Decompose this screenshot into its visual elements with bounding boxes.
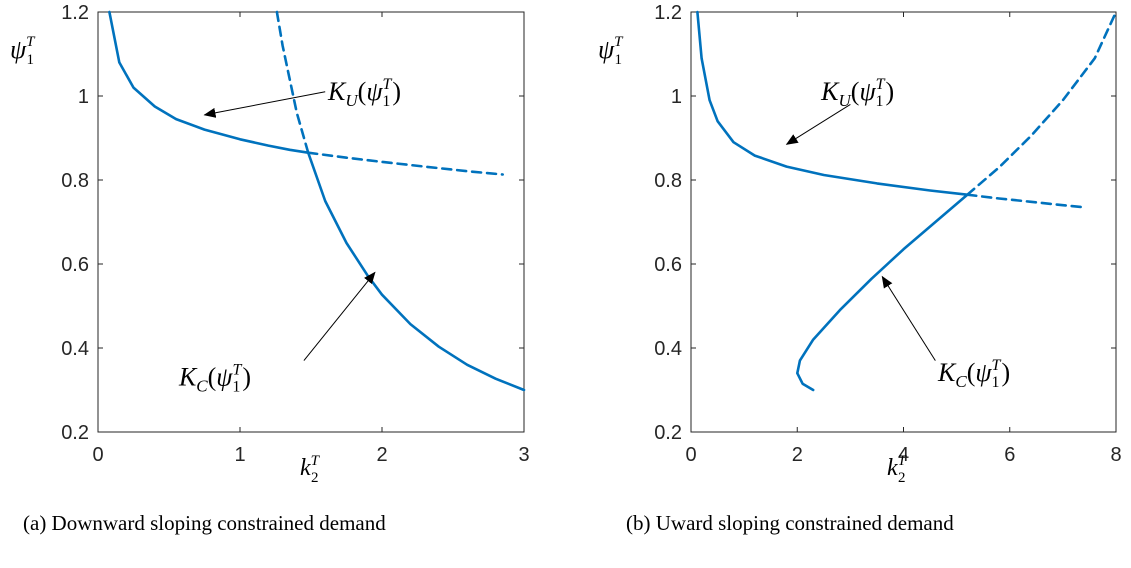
panel-caption: (a) Downward sloping constrained demand <box>23 511 386 535</box>
annotation-arrow <box>881 275 936 361</box>
y-axis-label: ψT 1 <box>10 34 36 68</box>
annotation-label: KC(ψT 1) <box>178 361 251 395</box>
y-tick-label: 1 <box>78 86 89 108</box>
annotation-label: KU(ψT 1) <box>327 76 401 110</box>
annotation-arrow <box>785 103 851 145</box>
x-tick-label: 8 <box>1110 444 1121 466</box>
k-u-solid-line <box>108 10 310 154</box>
x-tick-label: 0 <box>92 444 103 466</box>
panel-a: 0 1 2 3 0.2 0.4 0.6 0.8 1 1.2 KU(ψT 1) KC(ψT 1) kT 2 ψT 1… <box>10 2 530 535</box>
x-tick-label: 6 <box>1004 444 1015 466</box>
y-tick-label: 0.2 <box>61 422 89 444</box>
x-tick-label: 2 <box>376 444 387 466</box>
x-axis-label: kT 2 <box>300 453 321 486</box>
panel-caption: (b) Uward sloping constrained demand <box>626 511 954 535</box>
k-c-solid-line <box>795 193 969 392</box>
annotation-label: KC(ψT 1) <box>937 357 1010 391</box>
y-axis-label: ψT 1 <box>598 34 624 68</box>
x-tick-label: 1 <box>234 444 245 466</box>
x-tick-label: 3 <box>518 444 529 466</box>
y-tick-label: 0.8 <box>654 170 682 192</box>
x-tick-label: 2 <box>792 444 803 466</box>
annotation-arrow <box>303 271 376 361</box>
k-c-solid-line <box>306 151 526 392</box>
y-tick-label: 0.4 <box>61 338 89 360</box>
axes-box <box>690 11 1117 433</box>
x-axis-label: kT 2 <box>887 453 908 486</box>
y-tick-label: 1.2 <box>61 2 89 24</box>
axes-box <box>97 11 525 433</box>
y-tick-label: 0.6 <box>654 254 682 276</box>
k-u-dashed-line <box>306 151 505 176</box>
x-tick-label: 4 <box>898 444 909 466</box>
k-u-solid-line <box>696 10 969 196</box>
annotation-arrow <box>203 91 326 118</box>
k-c-dashed-line <box>275 10 310 154</box>
y-tick-label: 1 <box>671 86 682 108</box>
y-tick-label: 0.2 <box>654 422 682 444</box>
x-tick-label: 0 <box>685 444 696 466</box>
y-tick-label: 1.2 <box>654 2 682 24</box>
k-c-dashed-line <box>965 10 1118 196</box>
panel-b: 0 2 4 6 8 0.2 0.4 0.6 0.8 1 1.2 KU(ψT 1) KC(ψT 1) kT 2 ψT… <box>598 2 1122 535</box>
y-tick-label: 0.4 <box>654 338 682 360</box>
y-tick-label: 0.6 <box>61 254 89 276</box>
k-u-dashed-line <box>965 193 1086 209</box>
annotation-label: KU(ψT 1) <box>820 76 894 110</box>
y-tick-label: 0.8 <box>61 170 89 192</box>
